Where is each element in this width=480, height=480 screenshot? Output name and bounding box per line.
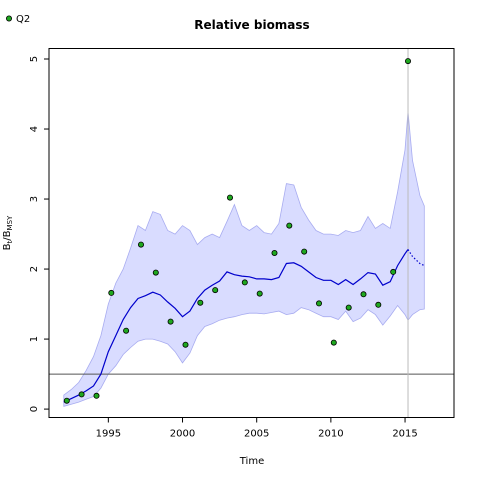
x-tick-label: 1995: [96, 429, 121, 440]
observation-point: [182, 341, 189, 348]
y-tick-label: 3: [29, 196, 40, 202]
y-label-over-b: /B: [2, 230, 13, 240]
x-axis-label: Time: [239, 456, 264, 467]
observation-point: [404, 58, 411, 65]
y-label-b: B: [2, 243, 13, 250]
observation-point: [123, 327, 130, 334]
observation-point: [93, 392, 100, 399]
biomass-estimate: [63, 249, 425, 403]
y-axis-label: Bt/BMSY: [2, 215, 14, 250]
legend-label-q2: Q2: [16, 14, 30, 25]
observation-point: [241, 279, 248, 286]
y-axis: 0 1 2 3 4 5: [29, 56, 49, 412]
observation-point: [390, 268, 397, 275]
observation-point: [152, 269, 159, 276]
observation-point: [63, 397, 70, 404]
y-label-sub-msy: MSY: [6, 215, 14, 230]
observation-point: [212, 287, 219, 294]
observation-points: [63, 58, 411, 404]
y-tick-label: 1: [29, 336, 40, 342]
confidence-band: [63, 111, 425, 407]
chart-title: Relative biomass: [194, 18, 309, 32]
legend-marker-q2: [6, 15, 12, 22]
observation-point: [360, 291, 367, 298]
y-tick-label: 0: [29, 406, 40, 412]
x-tick-label: 2000: [170, 429, 195, 440]
observation-point: [256, 290, 263, 297]
x-axis: 1995 2000 2005 2010 2015: [96, 417, 418, 440]
observation-point: [271, 249, 278, 256]
observation-point: [330, 339, 337, 346]
x-tick-label: 2015: [392, 429, 417, 440]
y-label-sub-t: t: [6, 240, 14, 243]
x-tick-label: 2010: [318, 429, 343, 440]
observation-point: [197, 299, 204, 306]
observation-point: [167, 318, 174, 325]
observation-point: [375, 301, 382, 308]
confidence-band-area: [63, 111, 425, 407]
observation-point: [345, 304, 352, 311]
reference-lines: [49, 48, 454, 418]
observation-point: [108, 289, 115, 296]
legend: Q2: [6, 14, 30, 25]
y-tick-label: 5: [29, 56, 40, 62]
x-tick-label: 2005: [244, 429, 269, 440]
observation-point: [137, 241, 144, 248]
observation-point: [286, 222, 293, 229]
y-tick-label: 4: [29, 126, 40, 132]
estimate-line: [63, 249, 409, 403]
observation-point: [301, 248, 308, 255]
observation-point: [78, 391, 85, 398]
observation-point: [315, 300, 322, 307]
y-tick-label: 2: [29, 266, 40, 272]
forecast-line: [407, 249, 425, 267]
observation-point: [226, 194, 233, 201]
